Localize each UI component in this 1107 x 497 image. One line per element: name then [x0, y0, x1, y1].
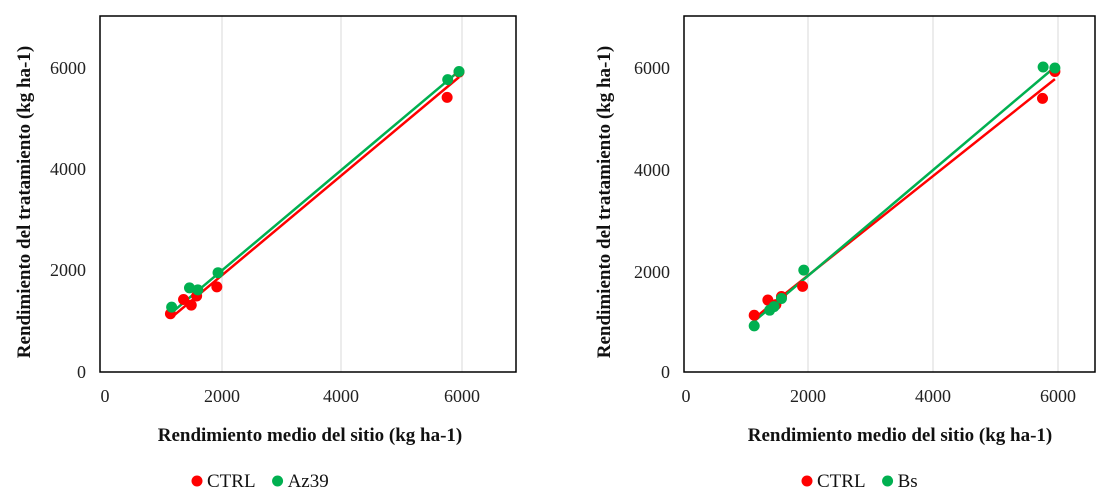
legend-marker-bs: [882, 475, 894, 487]
legend-label-az39: Az39: [288, 471, 329, 492]
ctrl-point: [797, 280, 809, 292]
bs-trendline: [753, 66, 1056, 323]
bs-point: [1037, 61, 1049, 73]
az39-point: [212, 267, 224, 279]
legend-marker-ctrl: [191, 475, 203, 487]
ctrl-point: [211, 281, 223, 293]
legend-label-bs: Bs: [898, 471, 918, 492]
x-tick-label: 2000: [790, 386, 826, 406]
x-tick-label: 2000: [204, 386, 240, 406]
legend-label-ctrl: CTRL: [207, 471, 256, 492]
y-tick-label: 2000: [634, 262, 670, 282]
chart-1: 0 2000 4000 6000 0 2000 4000 6000 Rendimiento me…: [14, 15, 517, 492]
y-tick-label: 6000: [50, 58, 86, 78]
y-tick-label: 2000: [50, 260, 86, 280]
az39-point: [166, 301, 178, 313]
plot-frame: [683, 15, 1096, 373]
az39-point: [442, 74, 454, 86]
y-tick-label: 4000: [50, 159, 86, 179]
y-tick-label: 6000: [634, 58, 670, 78]
bs-point: [748, 320, 760, 332]
y-tick-label: 0: [661, 362, 670, 382]
y-tick-label: 0: [77, 362, 86, 382]
y-tick-label: 4000: [634, 160, 670, 180]
bs-point: [798, 264, 810, 276]
legend-marker-az39: [272, 475, 284, 487]
y-axis-title: Rendimiento del tratamiento (kg ha-1): [594, 46, 615, 358]
x-tick-label: 6000: [1040, 386, 1076, 406]
chart-2: 0 2000 4000 6000 0 2000 4000 6000 Rendimiento me…: [594, 15, 1096, 492]
x-axis-title: Rendimiento medio del sitio (kg ha-1): [158, 425, 463, 446]
ctrl-point: [748, 309, 760, 321]
ctrl-trendline: [169, 76, 460, 320]
x-tick-label: 4000: [915, 386, 951, 406]
bs-point: [775, 293, 787, 305]
x-tick-label: 6000: [444, 386, 480, 406]
x-tick-label: 0: [682, 386, 691, 406]
az39-point: [453, 66, 465, 78]
y-axis-title: Rendimiento del tratamiento (kg ha-1): [14, 46, 35, 358]
ctrl-point: [1037, 92, 1048, 104]
x-axis-title: Rendimiento medio del sitio (kg ha-1): [748, 425, 1053, 446]
bs-point: [768, 301, 780, 313]
x-tick-label: 4000: [323, 386, 359, 406]
x-tick-label: 0: [101, 386, 110, 406]
bs-point: [1049, 62, 1061, 74]
ctrl-point: [441, 91, 453, 103]
plot-frame: [99, 15, 517, 373]
az39-point: [183, 282, 195, 294]
ctrl-point: [178, 294, 190, 306]
ctrl-point: [185, 299, 197, 311]
legend-marker-ctrl: [801, 475, 813, 487]
az39-point: [192, 284, 204, 296]
legend-label-ctrl: CTRL: [817, 471, 866, 492]
